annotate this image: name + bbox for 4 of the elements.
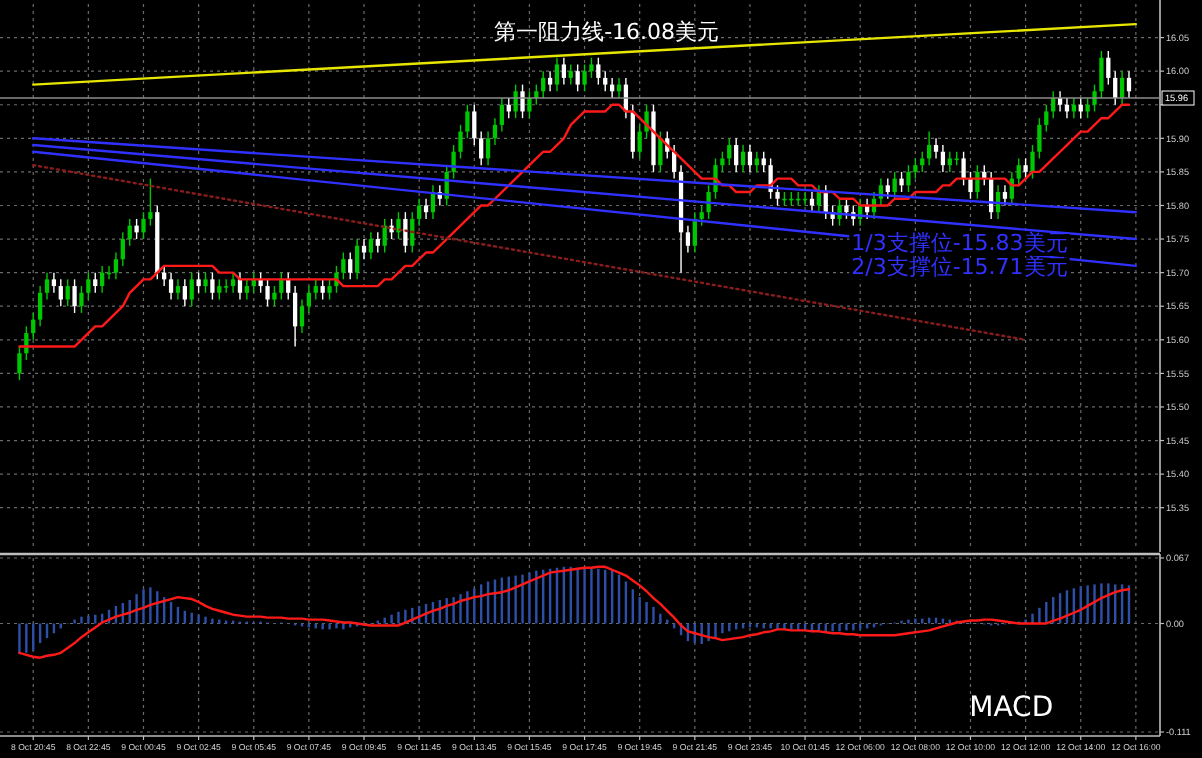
annotation: MACD <box>969 692 1054 724</box>
series-label: 1/3支撑位-15.83美元 <box>851 230 1068 257</box>
series-label: 第一阻力线-16.08美元 <box>494 19 720 46</box>
series-label: 2/3支撑位-15.71美元 <box>851 253 1068 280</box>
